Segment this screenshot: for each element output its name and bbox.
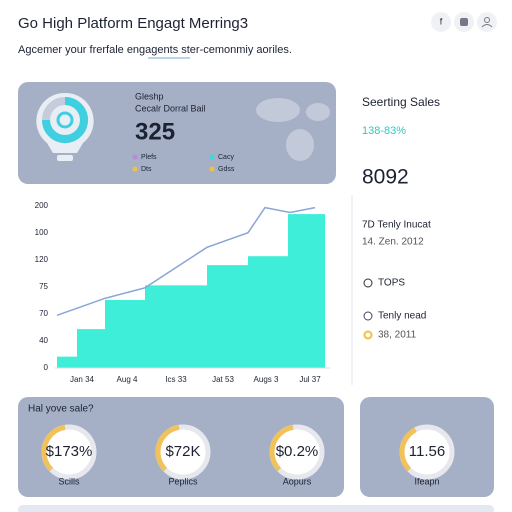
x-tick-label: Jul 37: [299, 375, 321, 384]
gauge-value: $72K: [165, 443, 200, 460]
gauge-value: $0.2%: [276, 443, 319, 460]
card-sublabel: Cecalr Dorral Bail: [135, 103, 206, 113]
bar: [145, 285, 207, 368]
gauge-value: 11.56: [409, 443, 445, 460]
page-title: Go High Platform Engagt Merring3: [18, 15, 248, 32]
legend-item: Plefs: [141, 154, 157, 161]
y-tick-label: 120: [35, 255, 49, 264]
page-subtitle: Agcemer your frerfale engagents ster-cem…: [18, 44, 292, 56]
x-tick-label: Aug 4: [117, 375, 138, 384]
bar: [248, 256, 288, 368]
bar: [288, 214, 325, 368]
gauges: $173% Scills $72K Peplics $0.2% Aopurs 11.56 If…: [41, 424, 455, 486]
svg-text:f: f: [440, 16, 443, 26]
side-item-date: 14. Zen. 2012: [362, 237, 424, 248]
gauge-arc: [269, 424, 294, 472]
side-title: Seerting Sales: [362, 95, 440, 109]
legend-item: Dts: [141, 166, 152, 173]
card-value: 325: [135, 118, 175, 145]
gauge-value: $173%: [46, 443, 93, 460]
gauge-label: Ifeapn: [414, 476, 439, 486]
gauge-label: Aopurs: [283, 476, 312, 486]
bar: [57, 356, 77, 368]
side-item-date: 38, 2011: [378, 330, 417, 341]
y-tick-label: 100: [35, 228, 49, 237]
bottom-strip: [18, 505, 494, 512]
y-tick-label: 0: [44, 363, 49, 372]
y-tick-label: 75: [39, 282, 48, 291]
bar: [77, 329, 105, 368]
bottom-title: Hal yove sale?: [28, 404, 94, 415]
x-tick-label: Augs 3: [254, 375, 279, 384]
summary-card: Gleshp Cecalr Dorral Bail 325 Plefs Dts …: [18, 82, 336, 184]
x-tick-label: Jan 34: [70, 375, 95, 384]
side-item-title: 7D Tenly Inucat: [362, 220, 431, 231]
side-panel: Seerting Sales 138-83% 8092 7D Tenly Inu…: [362, 95, 440, 340]
gauge-arc: [155, 424, 180, 472]
y-tick-label: 200: [35, 201, 49, 210]
gauge-arc: [399, 427, 417, 472]
gauge-arc: [41, 424, 66, 472]
card-label: Gleshp: [135, 91, 164, 101]
gauge-label: Peplics: [168, 476, 198, 486]
x-tick-label: Jat 53: [212, 375, 234, 384]
icon-facebook[interactable]: [431, 12, 451, 32]
trend-line: [56, 206, 316, 317]
x-tick-label: Ics 33: [165, 375, 187, 384]
chart: 200 100 120 75 70 40 0 Jan 34 Aug 4 Ics 33 Jat 53 A…: [35, 201, 330, 384]
side-change: 138-83%: [362, 125, 406, 137]
legend-item: Cacy: [218, 154, 234, 161]
header-icons: f: [431, 12, 497, 32]
bar: [207, 265, 248, 368]
legend-item: Gdss: [218, 166, 235, 173]
bar: [105, 299, 145, 368]
y-tick-label: 40: [39, 336, 48, 345]
side-item-title: Tenly nead: [378, 311, 426, 322]
side-item-title: TOPS: [378, 278, 405, 289]
y-tick-label: 70: [39, 309, 48, 318]
side-value: 8092: [362, 166, 409, 189]
gauge-label: Scills: [58, 476, 80, 486]
